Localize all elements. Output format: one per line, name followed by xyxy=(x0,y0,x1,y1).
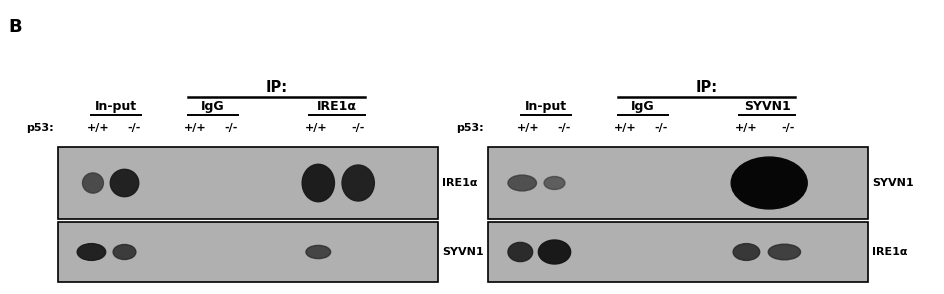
Ellipse shape xyxy=(768,244,801,260)
Text: +/+: +/+ xyxy=(87,123,110,133)
Text: SYVN1: SYVN1 xyxy=(872,178,914,188)
Ellipse shape xyxy=(544,176,565,189)
Text: +/+: +/+ xyxy=(305,123,328,133)
Text: +/+: +/+ xyxy=(614,123,636,133)
Text: -/-: -/- xyxy=(351,123,365,133)
Ellipse shape xyxy=(342,165,375,201)
Text: -/-: -/- xyxy=(782,123,795,133)
Text: B: B xyxy=(8,18,22,36)
Text: p53:: p53: xyxy=(26,123,54,133)
FancyBboxPatch shape xyxy=(488,222,868,282)
Ellipse shape xyxy=(302,164,334,202)
Text: -/-: -/- xyxy=(225,123,238,133)
FancyBboxPatch shape xyxy=(58,147,438,219)
Text: In-put: In-put xyxy=(95,100,137,113)
Ellipse shape xyxy=(508,175,536,191)
Text: p53:: p53: xyxy=(456,123,484,133)
Ellipse shape xyxy=(538,240,571,264)
Text: +/+: +/+ xyxy=(516,123,539,133)
FancyBboxPatch shape xyxy=(58,222,438,282)
Ellipse shape xyxy=(77,244,106,260)
Text: IgG: IgG xyxy=(631,100,654,113)
Ellipse shape xyxy=(306,245,330,259)
Ellipse shape xyxy=(732,157,807,209)
Text: IRE1α: IRE1α xyxy=(442,178,478,188)
Text: In-put: In-put xyxy=(525,100,567,113)
Ellipse shape xyxy=(113,245,136,260)
Text: +/+: +/+ xyxy=(183,123,206,133)
Ellipse shape xyxy=(733,244,760,260)
Text: SYVN1: SYVN1 xyxy=(744,100,791,113)
Text: IgG: IgG xyxy=(201,100,225,113)
Text: SYVN1: SYVN1 xyxy=(442,247,483,257)
Ellipse shape xyxy=(82,173,104,193)
Text: IP:: IP: xyxy=(265,80,288,95)
Text: IP:: IP: xyxy=(696,80,717,95)
Ellipse shape xyxy=(110,169,139,197)
Text: -/-: -/- xyxy=(127,123,141,133)
Text: -/-: -/- xyxy=(557,123,571,133)
Text: IRE1α: IRE1α xyxy=(317,100,357,113)
Text: -/-: -/- xyxy=(654,123,667,133)
Ellipse shape xyxy=(508,242,532,262)
Text: +/+: +/+ xyxy=(735,123,758,133)
FancyBboxPatch shape xyxy=(488,147,868,219)
Text: IRE1α: IRE1α xyxy=(872,247,907,257)
